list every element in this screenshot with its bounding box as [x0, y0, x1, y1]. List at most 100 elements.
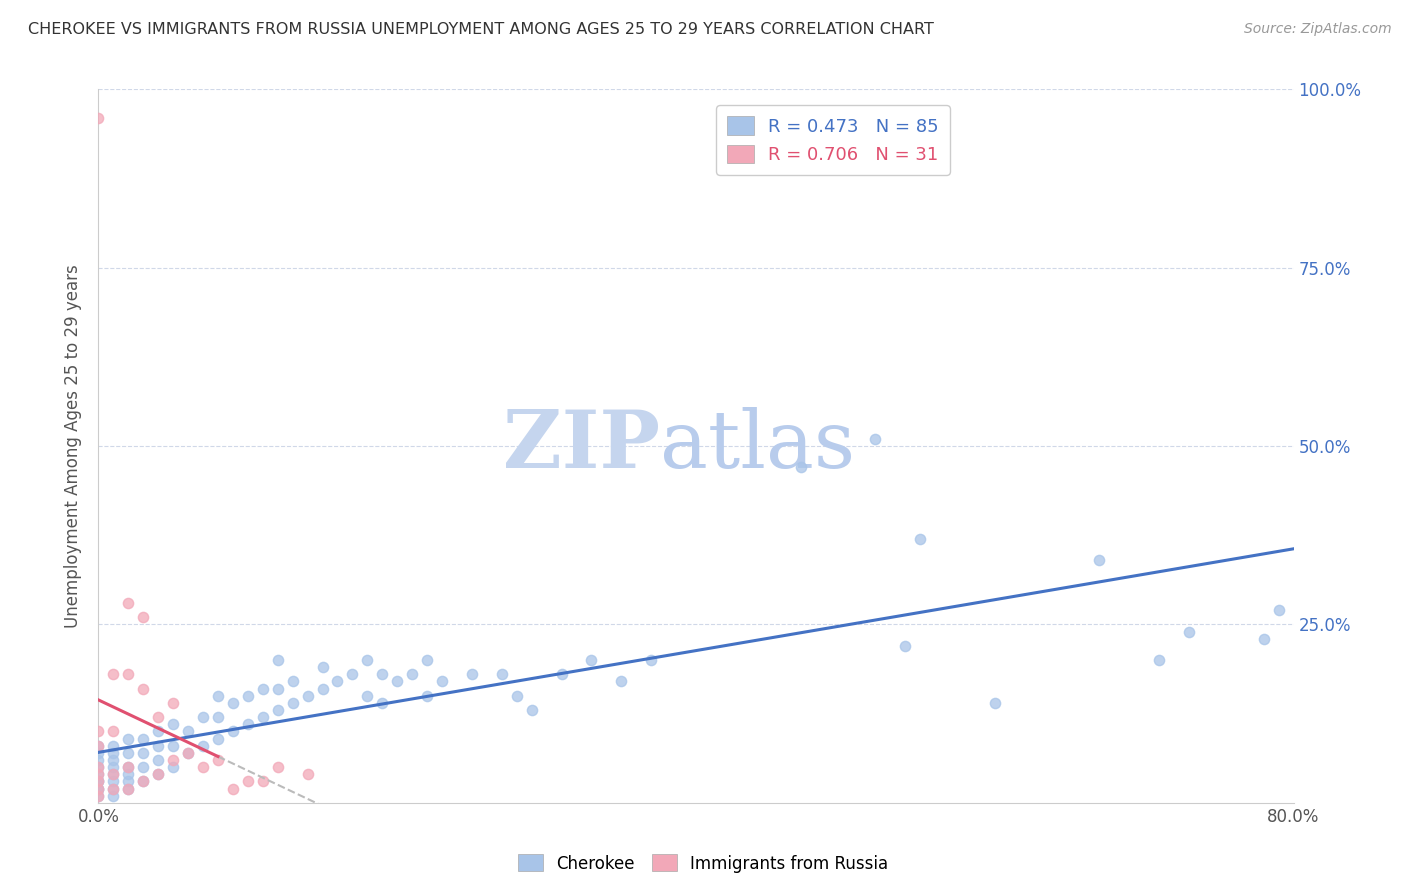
Point	[103, 767, 125, 781]
Point	[356, 653, 378, 667]
Point	[207, 689, 229, 703]
Point	[87, 781, 110, 796]
Point	[207, 731, 229, 746]
Point	[865, 432, 887, 446]
Point	[132, 774, 155, 789]
Point	[87, 760, 110, 774]
Point	[311, 681, 333, 696]
Point	[103, 667, 125, 681]
Point	[148, 724, 170, 739]
Point	[236, 689, 259, 703]
Point	[297, 767, 319, 781]
Point	[1267, 603, 1289, 617]
Point	[103, 746, 125, 760]
Point	[191, 710, 214, 724]
Point	[252, 710, 274, 724]
Point	[191, 760, 214, 774]
Point	[132, 610, 155, 624]
Text: atlas: atlas	[661, 407, 855, 485]
Point	[252, 681, 274, 696]
Point	[132, 731, 155, 746]
Point	[252, 774, 274, 789]
Point	[267, 681, 290, 696]
Point	[326, 674, 349, 689]
Point	[117, 767, 139, 781]
Point	[356, 689, 378, 703]
Point	[148, 710, 170, 724]
Point	[103, 767, 125, 781]
Point	[103, 781, 125, 796]
Point	[117, 781, 139, 796]
Point	[103, 781, 125, 796]
Point	[581, 653, 603, 667]
Point	[267, 760, 290, 774]
Point	[103, 724, 125, 739]
Legend: Cherokee, Immigrants from Russia: Cherokee, Immigrants from Russia	[512, 847, 894, 880]
Point	[103, 789, 125, 803]
Point	[1147, 653, 1170, 667]
Point	[281, 674, 304, 689]
Point	[416, 689, 439, 703]
Point	[416, 653, 439, 667]
Point	[87, 111, 110, 125]
Point	[87, 774, 110, 789]
Point	[191, 739, 214, 753]
Point	[550, 667, 572, 681]
Point	[132, 746, 155, 760]
Point	[87, 774, 110, 789]
Point	[87, 774, 110, 789]
Point	[103, 753, 125, 767]
Point	[267, 703, 290, 717]
Point	[222, 724, 245, 739]
Point	[401, 667, 423, 681]
Point	[222, 696, 245, 710]
Point	[177, 746, 200, 760]
Point	[491, 667, 513, 681]
Point	[117, 781, 139, 796]
Y-axis label: Unemployment Among Ages 25 to 29 years: Unemployment Among Ages 25 to 29 years	[65, 264, 83, 628]
Point	[207, 710, 229, 724]
Point	[236, 717, 259, 731]
Point	[87, 739, 110, 753]
Point	[789, 460, 811, 475]
Point	[236, 774, 259, 789]
Point	[222, 781, 245, 796]
Point	[162, 717, 184, 731]
Point	[162, 739, 184, 753]
Point	[103, 739, 125, 753]
Point	[1253, 632, 1275, 646]
Point	[87, 746, 110, 760]
Text: Source: ZipAtlas.com: Source: ZipAtlas.com	[1244, 22, 1392, 37]
Point	[132, 774, 155, 789]
Point	[87, 767, 110, 781]
Point	[461, 667, 484, 681]
Point	[87, 789, 110, 803]
Text: ZIP: ZIP	[503, 407, 661, 485]
Point	[117, 746, 139, 760]
Point	[103, 760, 125, 774]
Point	[87, 760, 110, 774]
Point	[117, 667, 139, 681]
Point	[148, 753, 170, 767]
Point	[297, 689, 319, 703]
Point	[132, 760, 155, 774]
Point	[87, 724, 110, 739]
Point	[87, 767, 110, 781]
Point	[177, 746, 200, 760]
Point	[385, 674, 409, 689]
Point	[371, 696, 394, 710]
Point	[610, 674, 633, 689]
Point	[87, 739, 110, 753]
Point	[640, 653, 662, 667]
Point	[984, 696, 1007, 710]
Point	[311, 660, 333, 674]
Point	[1088, 553, 1111, 567]
Point	[177, 724, 200, 739]
Point	[430, 674, 453, 689]
Point	[117, 760, 139, 774]
Legend: R = 0.473   N = 85, R = 0.706   N = 31: R = 0.473 N = 85, R = 0.706 N = 31	[716, 105, 950, 175]
Point	[87, 781, 110, 796]
Point	[162, 696, 184, 710]
Point	[281, 696, 304, 710]
Point	[117, 760, 139, 774]
